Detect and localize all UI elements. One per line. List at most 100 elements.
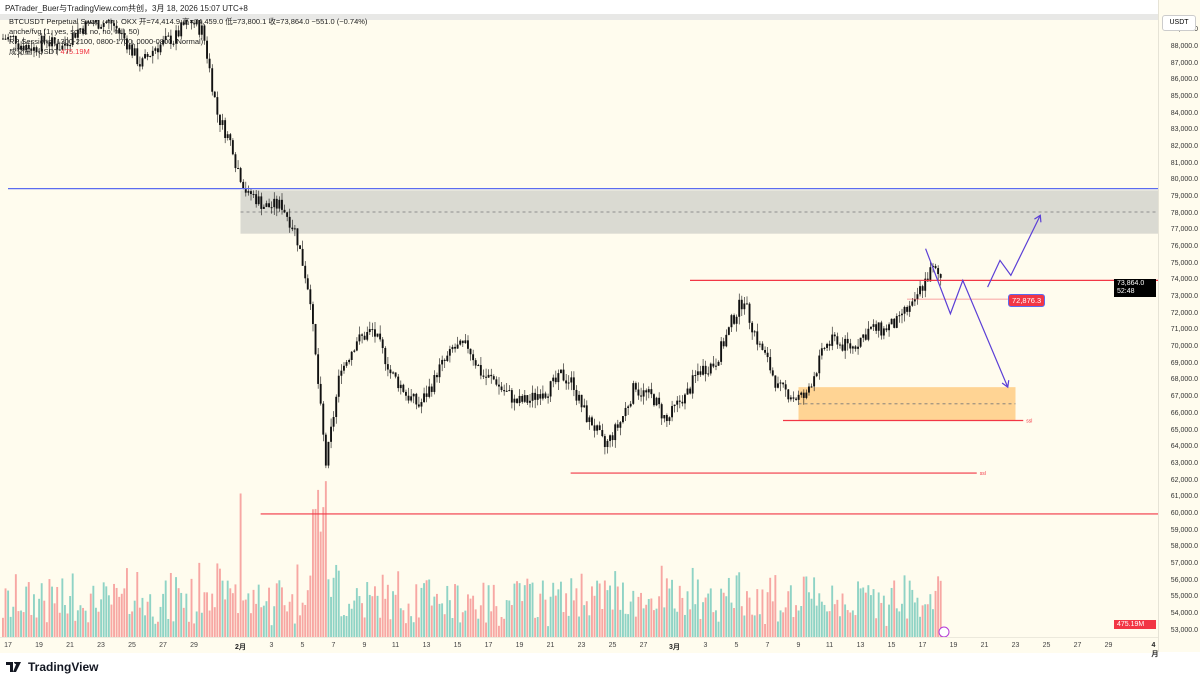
volume-bar xyxy=(2,617,4,637)
price-axis[interactable]: 89,000.088,000.087,000.086,000.085,000.0… xyxy=(1158,0,1200,652)
volume-bar xyxy=(415,584,418,637)
candle-body xyxy=(800,392,803,395)
volume-bar xyxy=(508,600,511,637)
indicator-sessions[interactable]: RP Sessions (1300-2100, 0800-1700, 0000-… xyxy=(9,37,204,46)
volume-bar xyxy=(281,587,283,637)
volume-bar xyxy=(627,614,630,637)
volume-bar xyxy=(523,585,526,637)
candle-body xyxy=(572,377,575,390)
volume-bar xyxy=(436,593,438,637)
chart-canvas[interactable]: ssl ssl xyxy=(0,20,1158,637)
time-axis[interactable]: 17 19 21 23 25 27 29 2月 3 5 7 9 11 13 15 17 19 21 23 25 27 3月… xyxy=(0,637,1159,658)
volume-bar xyxy=(379,617,382,637)
candle-body xyxy=(56,43,59,50)
volume-bar xyxy=(624,613,627,637)
volume-bar xyxy=(20,610,22,637)
candle-body xyxy=(761,343,764,350)
candle-body xyxy=(405,391,407,396)
price-tick: 83,000.0 xyxy=(1170,126,1198,134)
price-tick: 66,000.0 xyxy=(1170,409,1198,417)
volume-bar xyxy=(601,608,604,637)
volume-bar xyxy=(82,607,84,637)
candle-body xyxy=(479,365,482,376)
candle-body xyxy=(242,181,245,189)
candle-body xyxy=(911,301,914,306)
candle-body xyxy=(200,25,203,35)
candle-body xyxy=(836,336,839,345)
candle-body xyxy=(247,191,250,193)
time-tick: 13 xyxy=(856,642,865,649)
candle-body xyxy=(624,407,627,417)
volume-bar xyxy=(443,614,446,637)
chart-pane[interactable]: ssl ssl xyxy=(0,20,1158,637)
volume-bar xyxy=(872,589,875,637)
candle-body xyxy=(84,21,87,34)
candle-body xyxy=(521,395,524,402)
candle-body xyxy=(286,212,289,217)
candle-body xyxy=(229,134,232,141)
alert-price-label[interactable]: 72,876.3 xyxy=(1008,294,1046,307)
time-tick: 23 xyxy=(577,642,586,649)
candle-body xyxy=(95,20,97,23)
candle-body xyxy=(208,58,211,69)
projection-up-path-arrowhead xyxy=(1034,214,1042,223)
volume-bar xyxy=(319,531,322,637)
candle-body xyxy=(332,417,335,427)
symbol-title[interactable]: BTCUSDT Perpetual Swap · 4h · OKX xyxy=(9,17,137,26)
volume-bar xyxy=(885,625,888,637)
volume-bar xyxy=(30,614,33,637)
candle-body xyxy=(764,349,766,353)
volume-bar xyxy=(312,509,314,637)
candle-body xyxy=(138,64,141,67)
ssl-label: ssl xyxy=(980,471,986,477)
volume-bar xyxy=(722,592,725,637)
volume-bar xyxy=(107,595,110,637)
candle-body xyxy=(144,54,146,59)
volume-bar xyxy=(536,617,539,637)
volume-bar xyxy=(560,581,562,637)
candle-body xyxy=(343,365,345,371)
volume-bar xyxy=(144,615,146,637)
volume-bar xyxy=(591,586,593,637)
candle-body xyxy=(678,400,681,402)
volume-bar xyxy=(288,601,291,637)
candle-body xyxy=(699,371,702,375)
tradingview-logo[interactable]: TradingView xyxy=(6,660,98,674)
candle-body xyxy=(647,389,650,393)
indicator-fvg[interactable]: anche/fvg (1, yes, solid, no, no, full, … xyxy=(9,27,140,36)
volume-bar xyxy=(237,613,239,637)
candle-body xyxy=(175,30,177,44)
volume-bar xyxy=(177,588,180,637)
volume-bar xyxy=(818,593,821,637)
candle-body xyxy=(198,20,201,35)
volume-bar xyxy=(384,598,387,637)
price-tick: 79,000.0 xyxy=(1170,193,1198,200)
volume-bar xyxy=(482,582,485,637)
volume-bar xyxy=(836,599,839,637)
volume-bar xyxy=(746,591,748,637)
volume-bar xyxy=(95,607,97,637)
volume-bar xyxy=(727,577,730,637)
time-tick: 2月 xyxy=(235,644,246,651)
candle-body xyxy=(808,386,810,393)
volume-bar xyxy=(410,616,413,637)
volume-bar xyxy=(193,623,196,637)
volume-bar xyxy=(169,572,172,637)
candle-body xyxy=(193,23,196,25)
volume-bar xyxy=(348,603,351,637)
time-tick: 29 xyxy=(190,642,198,649)
volume-bar xyxy=(813,577,816,637)
volume-bar xyxy=(159,606,162,637)
volume-bar xyxy=(102,582,105,637)
candle-body xyxy=(412,393,415,397)
volume-bar xyxy=(681,597,684,637)
volume-bar xyxy=(213,607,216,637)
candle-body xyxy=(123,33,126,39)
currency-button[interactable]: USDT xyxy=(1162,15,1196,31)
volume-bar xyxy=(33,594,35,637)
candle-body xyxy=(392,372,394,374)
volume-bar xyxy=(715,610,717,637)
candle-body xyxy=(353,350,356,352)
candle-body xyxy=(255,194,258,205)
indicator-volume[interactable]: 成交量 · USDT xyxy=(9,47,59,56)
